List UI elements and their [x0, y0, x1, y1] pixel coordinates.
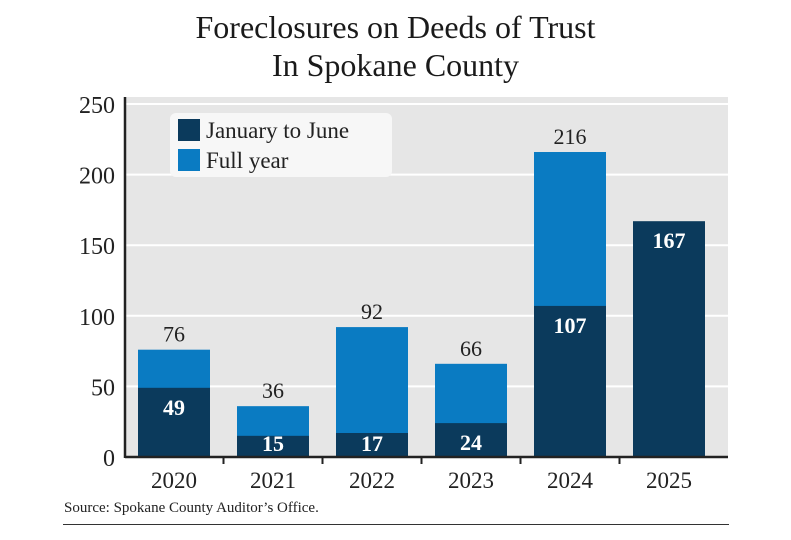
y-tick-label: 150	[79, 234, 115, 260]
source-note: Source: Spokane County Auditor’s Office.	[64, 500, 319, 516]
chart-title-line-1: Foreclosures on Deeds of Trust	[195, 9, 596, 45]
data-label-january-to-june-2023: 24	[460, 430, 482, 455]
data-label-full-year-2020: 76	[163, 322, 185, 347]
data-label-january-to-june-2020: 49	[163, 395, 185, 420]
y-tick-label: 0	[103, 446, 115, 472]
legend-label: Full year	[206, 148, 289, 173]
x-tick-label: 2021	[250, 468, 296, 493]
x-tick-label: 2023	[448, 468, 494, 493]
bar-january-to-june-2024	[534, 305, 606, 457]
bottom-rule	[63, 524, 729, 525]
chart-title: Foreclosures on Deeds of Trust In Spokan…	[0, 8, 791, 84]
x-tick-label: 2020	[151, 468, 197, 493]
legend-box	[170, 113, 392, 177]
bar-january-to-june-2020	[138, 387, 210, 457]
bar-january-to-june-2022	[336, 432, 408, 457]
legend-swatch-january-to-june	[178, 119, 200, 141]
data-label-january-to-june-2022: 17	[361, 431, 383, 456]
data-label-full-year-2023: 66	[460, 336, 482, 361]
x-tick-label: 2022	[349, 468, 395, 493]
y-tick-label: 50	[91, 375, 115, 401]
data-label-full-year-2024: 216	[554, 124, 587, 149]
y-tick-label: 200	[79, 164, 115, 190]
bar-january-to-june-2023	[435, 423, 507, 457]
x-tick-label: 2024	[547, 468, 594, 493]
data-label-full-year-2021: 36	[262, 378, 284, 403]
bar-january-to-june-2021	[237, 435, 309, 457]
legend-swatch-full-year	[178, 149, 200, 171]
chart-title-line-2: In Spokane County	[271, 47, 520, 83]
data-label-january-to-june-2021: 15	[262, 431, 284, 456]
data-label-january-to-june-2024: 107	[554, 313, 587, 338]
data-label-full-year-2022: 92	[361, 299, 383, 324]
data-label-january-to-june-2025: 167	[653, 228, 686, 253]
x-tick-label: 2025	[646, 468, 692, 493]
y-tick-label: 100	[79, 305, 115, 331]
legend-label: January to June	[206, 118, 349, 143]
bar-january-to-june-2025	[633, 221, 705, 457]
y-tick-label: 250	[79, 93, 115, 119]
